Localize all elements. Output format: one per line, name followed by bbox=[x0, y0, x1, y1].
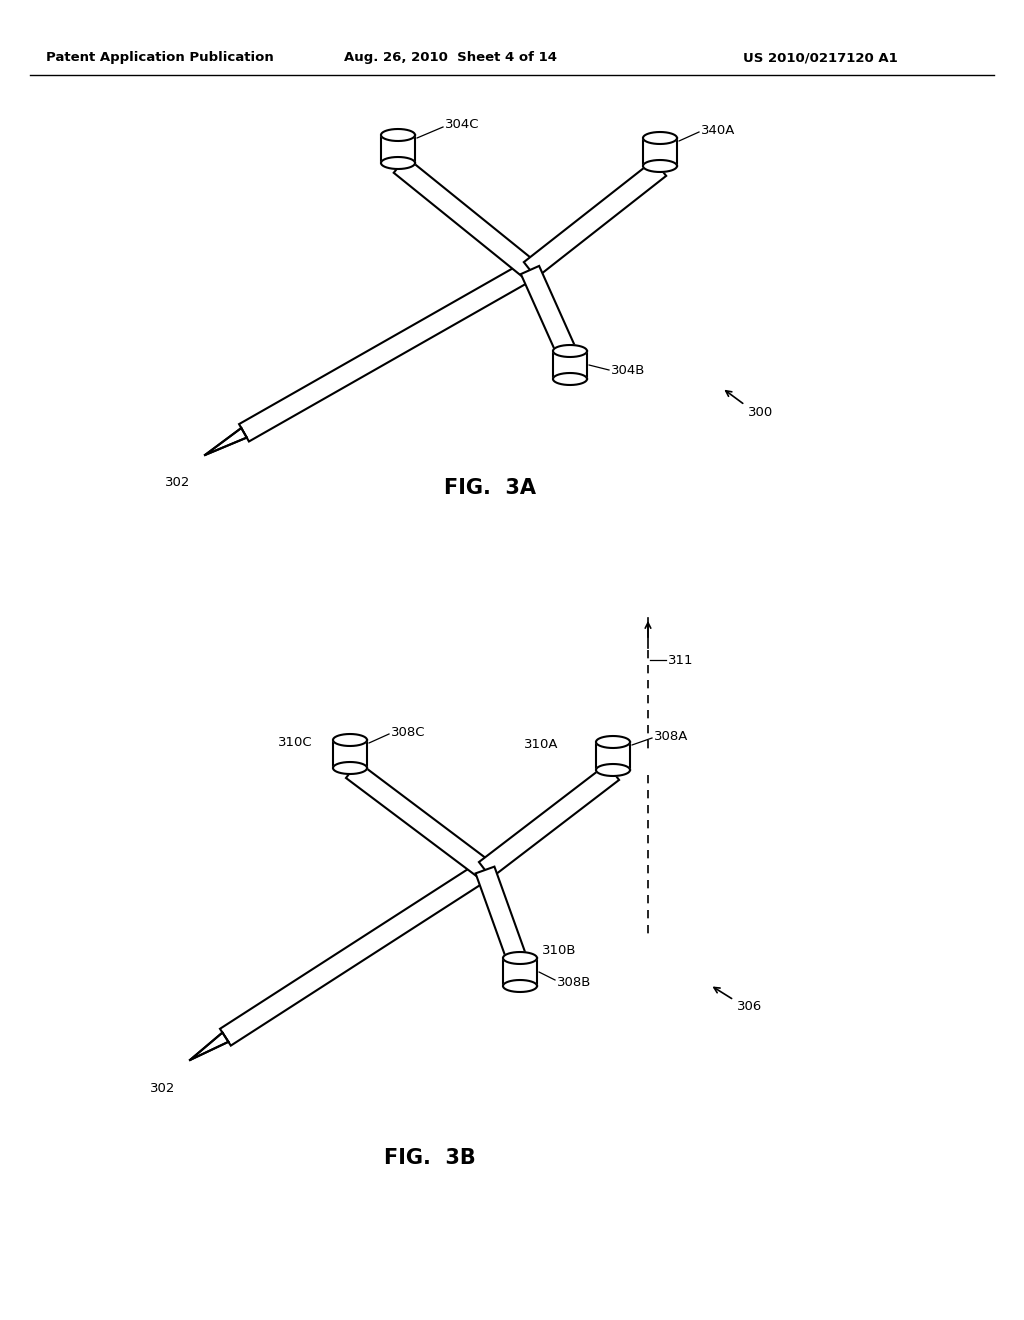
Text: Aug. 26, 2010  Sheet 4 of 14: Aug. 26, 2010 Sheet 4 of 14 bbox=[343, 51, 556, 65]
Text: FIG.  3B: FIG. 3B bbox=[384, 1148, 476, 1168]
Polygon shape bbox=[643, 160, 677, 172]
Text: 304C: 304C bbox=[445, 119, 479, 132]
Text: 310C: 310C bbox=[278, 735, 312, 748]
Polygon shape bbox=[333, 762, 367, 774]
Text: 310A: 310A bbox=[524, 738, 558, 751]
Polygon shape bbox=[346, 762, 492, 878]
Text: 308C: 308C bbox=[391, 726, 426, 738]
Text: FIG.  3A: FIG. 3A bbox=[444, 478, 536, 498]
Text: 302: 302 bbox=[150, 1081, 175, 1094]
Polygon shape bbox=[643, 132, 677, 144]
Polygon shape bbox=[333, 734, 367, 746]
Polygon shape bbox=[524, 160, 667, 279]
Polygon shape bbox=[190, 1032, 228, 1060]
Polygon shape bbox=[503, 979, 537, 993]
Text: 304B: 304B bbox=[611, 363, 645, 376]
Polygon shape bbox=[503, 958, 537, 986]
Polygon shape bbox=[596, 764, 630, 776]
Polygon shape bbox=[643, 139, 677, 166]
Polygon shape bbox=[553, 345, 587, 356]
Text: US 2010/0217120 A1: US 2010/0217120 A1 bbox=[742, 51, 897, 65]
Polygon shape bbox=[596, 737, 630, 748]
Text: Patent Application Publication: Patent Application Publication bbox=[46, 51, 273, 65]
Polygon shape bbox=[475, 867, 527, 965]
Text: 311: 311 bbox=[668, 653, 693, 667]
Text: 308A: 308A bbox=[654, 730, 688, 742]
Polygon shape bbox=[381, 157, 415, 169]
Polygon shape bbox=[205, 428, 247, 455]
Text: 306: 306 bbox=[737, 1001, 762, 1014]
Polygon shape bbox=[553, 351, 587, 379]
Polygon shape bbox=[479, 764, 620, 878]
Polygon shape bbox=[596, 742, 630, 770]
Text: 302: 302 bbox=[165, 477, 190, 490]
Text: 300: 300 bbox=[748, 405, 773, 418]
Text: 340A: 340A bbox=[701, 124, 735, 136]
Polygon shape bbox=[333, 741, 367, 768]
Text: 308B: 308B bbox=[557, 975, 592, 989]
Polygon shape bbox=[503, 952, 537, 964]
Polygon shape bbox=[381, 135, 415, 162]
Polygon shape bbox=[393, 157, 537, 277]
Polygon shape bbox=[220, 862, 490, 1045]
Polygon shape bbox=[553, 374, 587, 385]
Polygon shape bbox=[239, 261, 535, 441]
Polygon shape bbox=[381, 129, 415, 141]
Text: 310B: 310B bbox=[542, 944, 577, 957]
Polygon shape bbox=[521, 265, 578, 359]
